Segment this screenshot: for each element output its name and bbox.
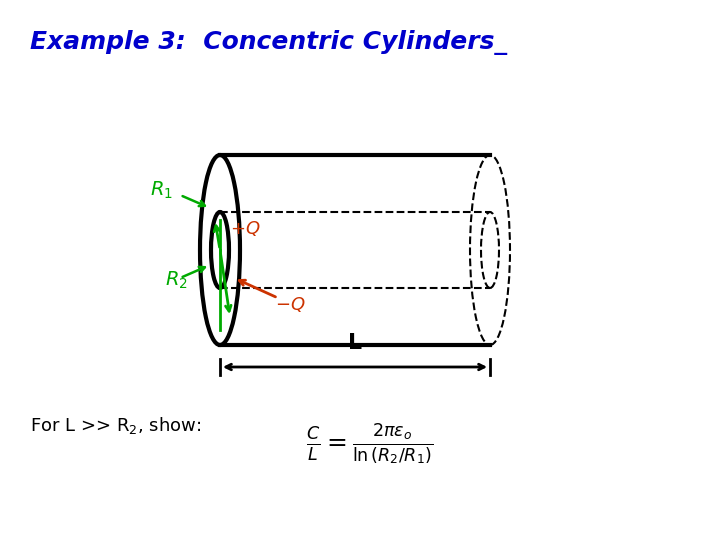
- Text: $\frac{C}{L} = \frac{2\pi\varepsilon_o}{\ln\left(R_2/R_1\right)}$: $\frac{C}{L} = \frac{2\pi\varepsilon_o}{…: [307, 423, 433, 467]
- Text: $R_1$: $R_1$: [150, 179, 173, 201]
- Text: L: L: [348, 333, 362, 353]
- Text: $+Q$: $+Q$: [230, 219, 261, 238]
- Text: Example 3:  Concentric Cylinders_: Example 3: Concentric Cylinders_: [30, 30, 507, 55]
- Text: $-Q$: $-Q$: [275, 295, 305, 314]
- Ellipse shape: [200, 155, 240, 345]
- Text: $R_2$: $R_2$: [165, 269, 188, 291]
- Ellipse shape: [211, 212, 229, 288]
- Text: For L >> R$_2$, show:: For L >> R$_2$, show:: [30, 415, 202, 435]
